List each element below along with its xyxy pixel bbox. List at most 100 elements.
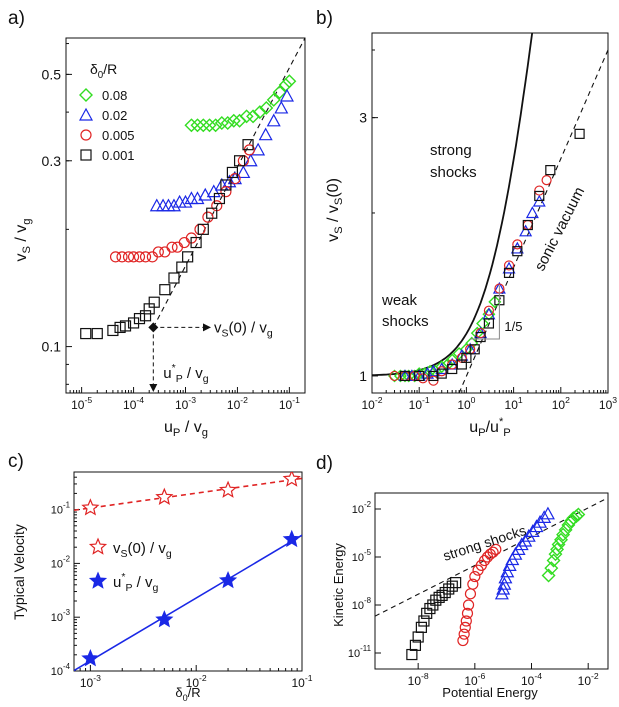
data-point-circle bbox=[483, 305, 495, 316]
x-tick-label: 100 bbox=[457, 395, 475, 412]
data-point-square bbox=[574, 128, 585, 139]
x-tick-label: 10-8 bbox=[408, 671, 429, 688]
data-point-diamond bbox=[465, 336, 479, 350]
data-point-triangle bbox=[222, 174, 237, 188]
data-point-diamond bbox=[272, 85, 287, 100]
data-point-circle bbox=[462, 599, 475, 611]
data-point-square bbox=[469, 344, 480, 355]
data-point-square bbox=[447, 363, 458, 375]
data-point-square bbox=[406, 648, 418, 661]
series-square bbox=[399, 128, 585, 382]
plot-area bbox=[372, 33, 608, 393]
y-axis-label: vS / vg bbox=[13, 218, 33, 261]
data-point-circle bbox=[139, 251, 152, 263]
data-point-star bbox=[155, 610, 174, 628]
data-point-diamond bbox=[190, 118, 205, 133]
data-point-circle bbox=[229, 172, 241, 185]
data-point-square bbox=[226, 166, 239, 179]
data-point-circle bbox=[127, 251, 140, 263]
data-point-square bbox=[418, 615, 430, 627]
data-point-triangle bbox=[521, 528, 536, 542]
trend-line-vS0 bbox=[74, 477, 302, 512]
annotation-up: u*P / vg bbox=[163, 362, 208, 385]
data-point-square bbox=[206, 207, 218, 219]
panel-label: a) bbox=[8, 8, 25, 29]
data-point-diamond bbox=[488, 295, 502, 309]
axes-frame bbox=[374, 492, 609, 670]
data-point-circle bbox=[460, 615, 472, 627]
data-point-diamond bbox=[226, 113, 241, 128]
legend-title: δ0/R bbox=[90, 61, 117, 81]
plot-area bbox=[375, 497, 608, 661]
data-point-square bbox=[414, 370, 425, 382]
data-point-square bbox=[436, 589, 448, 601]
data-point-circle bbox=[478, 554, 491, 567]
x-tick-label: 10-3 bbox=[175, 395, 196, 412]
data-point-circle bbox=[464, 588, 477, 600]
legend-label-up: u*P / vg bbox=[113, 571, 158, 594]
data-point-circle bbox=[467, 578, 479, 590]
arrow-head bbox=[149, 384, 158, 392]
series-square bbox=[406, 577, 462, 661]
data-point-square bbox=[545, 165, 556, 176]
y-tick-label: 10-11 bbox=[348, 644, 372, 660]
data-point-triangle bbox=[494, 586, 509, 600]
data-point-triangle bbox=[519, 224, 533, 237]
y-tick-label: 10-5 bbox=[352, 548, 372, 564]
data-point-diamond bbox=[259, 100, 274, 115]
legend-label-vs0: vS(0) / vg bbox=[113, 540, 172, 560]
data-point-square bbox=[483, 318, 495, 329]
strong-shocks-label: strong bbox=[430, 142, 472, 159]
data-point-square bbox=[503, 267, 515, 278]
data-point-triangle bbox=[149, 198, 164, 212]
data-point-square bbox=[522, 219, 533, 231]
weak-shocks-label: weak bbox=[381, 292, 418, 309]
data-point-diamond bbox=[220, 116, 235, 131]
data-point-triangle bbox=[525, 524, 540, 537]
series-diamond bbox=[541, 507, 586, 583]
data-point-circle bbox=[159, 246, 171, 258]
x-tick-label: 10-1 bbox=[291, 673, 312, 690]
data-point-square bbox=[148, 296, 160, 308]
data-point-diamond bbox=[252, 105, 267, 120]
data-point-circle bbox=[178, 236, 190, 249]
data-point-triangle bbox=[274, 100, 289, 114]
data-point-circle bbox=[116, 251, 128, 263]
y-tick-label: 3 bbox=[359, 110, 367, 126]
data-point-square bbox=[450, 577, 462, 589]
data-point-circle bbox=[503, 260, 515, 271]
data-point-triangle bbox=[533, 514, 548, 528]
data-point-diamond bbox=[184, 118, 199, 133]
data-point-circle bbox=[202, 211, 214, 223]
data-point-diamond bbox=[278, 77, 293, 92]
data-point-square bbox=[176, 261, 188, 273]
axes-frame bbox=[73, 471, 303, 672]
data-point-diamond bbox=[282, 74, 297, 89]
data-point-triangle bbox=[525, 206, 539, 219]
data-point-triangle bbox=[178, 194, 193, 208]
y-tick-label: 0.5 bbox=[42, 66, 62, 82]
data-point-diamond bbox=[435, 360, 449, 374]
data-point-triangle bbox=[206, 184, 221, 198]
data-point-circle bbox=[512, 239, 523, 250]
data-point-square bbox=[512, 246, 523, 257]
slope-triangle bbox=[470, 285, 500, 340]
data-point-circle bbox=[389, 370, 400, 382]
data-point-square bbox=[139, 310, 152, 322]
panel-label: b) bbox=[316, 8, 333, 29]
x-tick-label: 10-2 bbox=[227, 395, 248, 412]
data-point-triangle bbox=[496, 581, 511, 595]
y-axis-label: vS / vS(0) bbox=[325, 178, 345, 242]
series-up bbox=[81, 529, 301, 667]
series-square bbox=[80, 139, 254, 340]
legend-label: 0.08 bbox=[102, 88, 127, 103]
legend-label: 0.02 bbox=[102, 108, 127, 123]
x-tick-label: 10-6 bbox=[464, 671, 485, 688]
legend-label: 0.001 bbox=[102, 148, 135, 163]
data-point-circle bbox=[490, 543, 502, 555]
arrow-head bbox=[203, 323, 211, 332]
data-point-circle bbox=[458, 628, 470, 640]
data-point-circle bbox=[166, 241, 178, 253]
series-diamond bbox=[184, 74, 297, 133]
